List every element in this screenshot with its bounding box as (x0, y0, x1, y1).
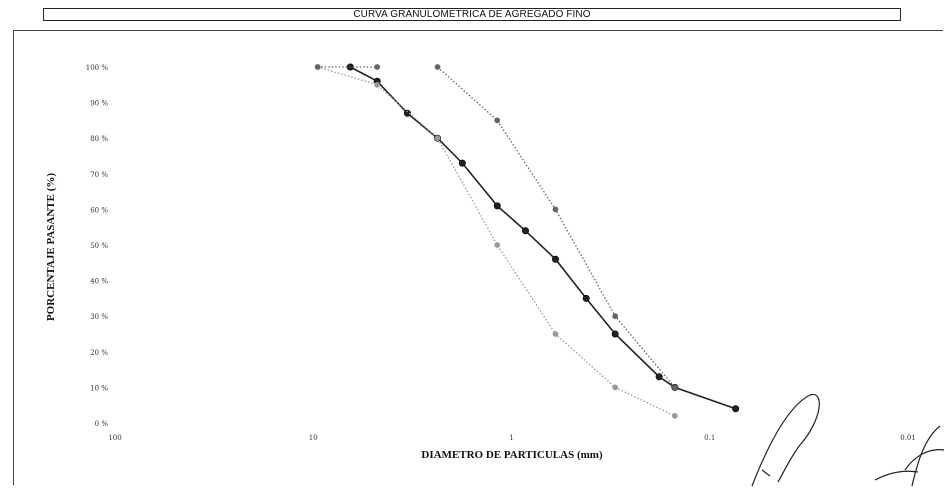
y-tick-label: 90 % (90, 100, 108, 108)
y-tick-label: 60 % (90, 206, 108, 214)
x-tick-label: 10 (309, 434, 318, 442)
y-tick-label: 0 % (95, 420, 109, 428)
x-tick-label: 1 (509, 434, 513, 442)
chart-title-box: CURVA GRANULOMETRICA DE AGREGADO FINO (43, 8, 901, 21)
y-axis-ticks: 0 % 10 % 20 % 30 % 40 % 50 % 60 % 70 % 80 % 90 % 1… (86, 64, 109, 428)
data-point (732, 405, 740, 413)
x-axis-label: DIAMETRO DE PARTICULAS (mm) (421, 449, 603, 461)
data-point (582, 294, 590, 302)
y-tick-label: 100 % (86, 64, 109, 72)
data-point (521, 227, 529, 235)
data-point (552, 206, 559, 213)
data-point (655, 373, 663, 381)
data-point (671, 384, 678, 391)
data-point (434, 135, 441, 142)
series-line (349, 66, 736, 410)
data-point (434, 64, 441, 70)
series-3 (314, 64, 678, 419)
series-layer (314, 63, 740, 419)
x-tick-label: 0.1 (704, 434, 715, 442)
data-point (551, 255, 559, 263)
y-tick-label: 30 % (90, 313, 108, 321)
chart-title: CURVA GRANULOMETRICA DE AGREGADO FINO (353, 9, 591, 20)
y-axis-label: PORCENTAJE PASANTE (%) (45, 173, 57, 321)
data-point (552, 331, 559, 337)
data-point (611, 330, 619, 338)
y-tick-label: 10 % (90, 384, 108, 392)
data-point (494, 242, 501, 248)
data-point (314, 64, 321, 70)
x-tick-label: 0.01 (900, 434, 916, 442)
chart-frame (13, 30, 943, 485)
data-point (612, 384, 619, 391)
data-point (458, 159, 466, 167)
series-1 (346, 63, 740, 413)
data-point (671, 412, 678, 419)
series-4 (314, 64, 381, 70)
y-tick-label: 50 % (90, 242, 108, 250)
data-point (612, 313, 619, 320)
data-point (374, 64, 381, 70)
signature-mark (751, 393, 945, 487)
x-axis-ticks: 100 10 1 0.1 0.01 (108, 434, 915, 442)
y-tick-label: 70 % (90, 171, 108, 179)
data-point (374, 81, 381, 88)
data-point (403, 109, 411, 117)
data-point (493, 202, 501, 210)
series-2 (434, 64, 678, 391)
y-tick-label: 80 % (90, 135, 108, 143)
data-point (494, 117, 501, 124)
y-tick-label: 40 % (90, 278, 108, 286)
x-tick-label: 100 (108, 434, 121, 442)
series-line (437, 66, 676, 388)
y-tick-label: 20 % (90, 349, 108, 357)
